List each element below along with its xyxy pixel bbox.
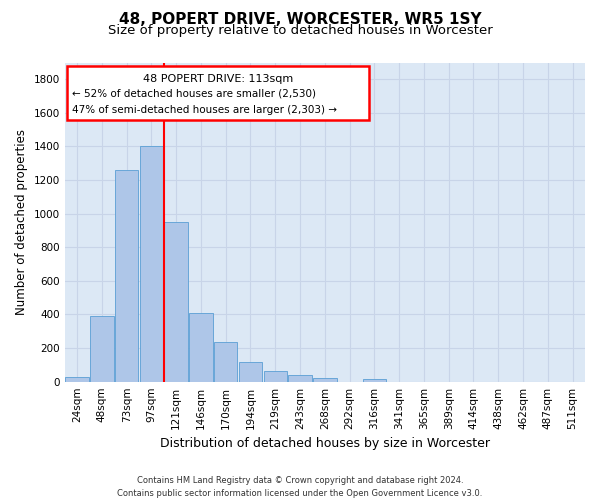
Bar [115, 170, 139, 382]
Bar [90, 316, 113, 382]
Bar [288, 375, 312, 382]
Text: 48, POPERT DRIVE, WORCESTER, WR5 1SY: 48, POPERT DRIVE, WORCESTER, WR5 1SY [119, 12, 481, 26]
FancyBboxPatch shape [67, 66, 369, 120]
Bar [164, 222, 188, 382]
Bar [214, 342, 238, 382]
Bar [313, 378, 337, 382]
Text: Size of property relative to detached houses in Worcester: Size of property relative to detached ho… [107, 24, 493, 37]
Text: Contains HM Land Registry data © Crown copyright and database right 2024.
Contai: Contains HM Land Registry data © Crown c… [118, 476, 482, 498]
Text: 48 POPERT DRIVE: 113sqm: 48 POPERT DRIVE: 113sqm [143, 74, 293, 84]
Bar [239, 362, 262, 382]
Text: 47% of semi-detached houses are larger (2,303) →: 47% of semi-detached houses are larger (… [73, 105, 337, 115]
Bar [263, 371, 287, 382]
Bar [189, 313, 213, 382]
X-axis label: Distribution of detached houses by size in Worcester: Distribution of detached houses by size … [160, 437, 490, 450]
Bar [362, 379, 386, 382]
Y-axis label: Number of detached properties: Number of detached properties [15, 129, 28, 315]
Text: ← 52% of detached houses are smaller (2,530): ← 52% of detached houses are smaller (2,… [73, 89, 316, 99]
Bar [65, 378, 89, 382]
Bar [140, 146, 163, 382]
